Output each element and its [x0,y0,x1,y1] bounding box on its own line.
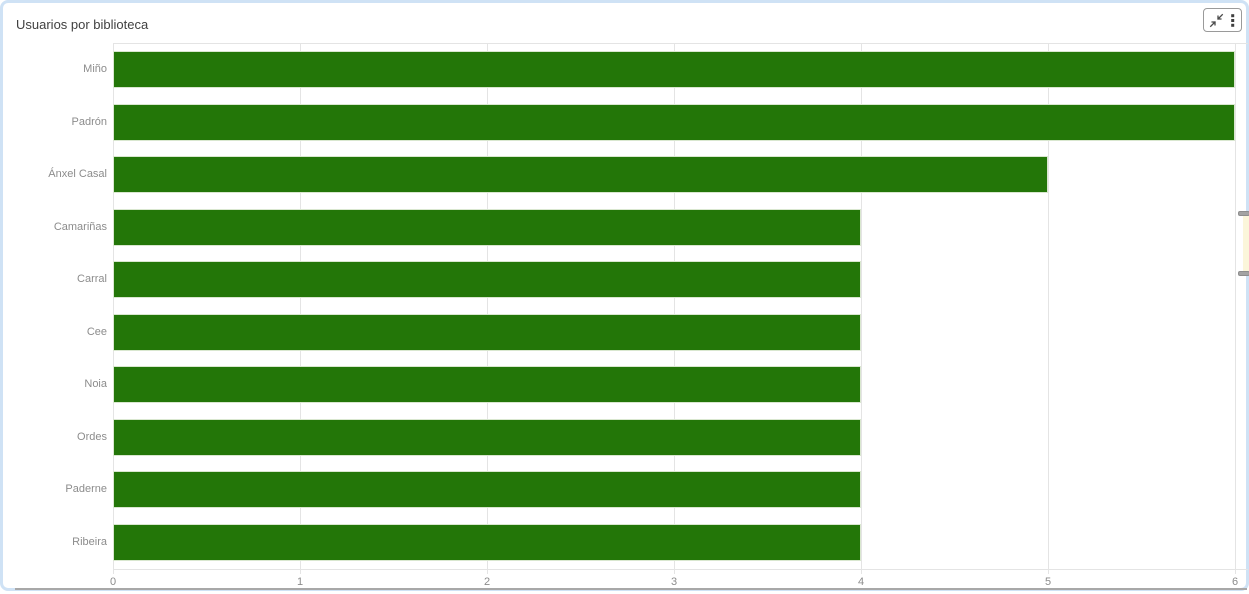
panel-title: Usuarios por biblioteca [16,17,149,32]
scrollbar-grip-bottom[interactable] [1238,271,1249,276]
bar[interactable] [113,51,1235,88]
bar[interactable] [113,261,861,298]
scrollbar-grip-top[interactable] [1238,211,1249,216]
y-axis-label: Miño [83,63,107,75]
x-tick-label: 5 [1044,576,1052,588]
grid-line [300,43,301,574]
bar[interactable] [113,524,861,561]
grid-line [1235,43,1236,574]
grid-line [113,43,114,574]
bar-chart: 0 1 2 3 4 5 6 Miño Padrón Ánxel Casal Camariñas Car… [3,3,1249,594]
panel-toolbar [1203,8,1242,32]
y-axis-label: Paderne [65,483,107,495]
bar[interactable] [113,366,861,403]
bar[interactable] [113,471,861,508]
bar[interactable] [113,209,861,246]
bar[interactable] [113,156,1048,193]
x-tick-label: 4 [857,576,865,588]
grid-line [861,43,862,574]
bottom-divider [15,588,1247,590]
y-axis-label: Cee [86,326,107,338]
collapse-arrows-icon [1209,13,1224,28]
grid-line [674,43,675,574]
grid-line [487,43,488,574]
x-tick-label: 1 [296,576,304,588]
x-tick-label: 6 [1231,576,1239,588]
x-tick-label: 0 [109,576,117,588]
kebab-menu-icon [1230,13,1236,28]
y-axis-label: Ánxel Casal [48,168,107,180]
plot-top-line [113,43,1248,44]
grid-line [1048,43,1049,574]
vertical-scrollbar[interactable] [1238,211,1249,276]
x-tick-label: 3 [670,576,678,588]
y-axis-label: Ordes [77,431,107,443]
bar[interactable] [113,314,861,351]
y-axis-label: Carral [77,273,107,285]
bar[interactable] [113,104,1235,141]
y-axis-label: Padrón [71,116,107,128]
y-axis-label: Camariñas [53,221,107,233]
panel-menu-button[interactable] [1227,9,1239,31]
collapse-button[interactable] [1206,9,1227,31]
x-axis-line [113,569,1248,570]
bar[interactable] [113,419,861,456]
x-tick-label: 2 [483,576,491,588]
y-axis-label: Ribeira [72,536,107,548]
y-axis-label: Noia [84,378,107,390]
